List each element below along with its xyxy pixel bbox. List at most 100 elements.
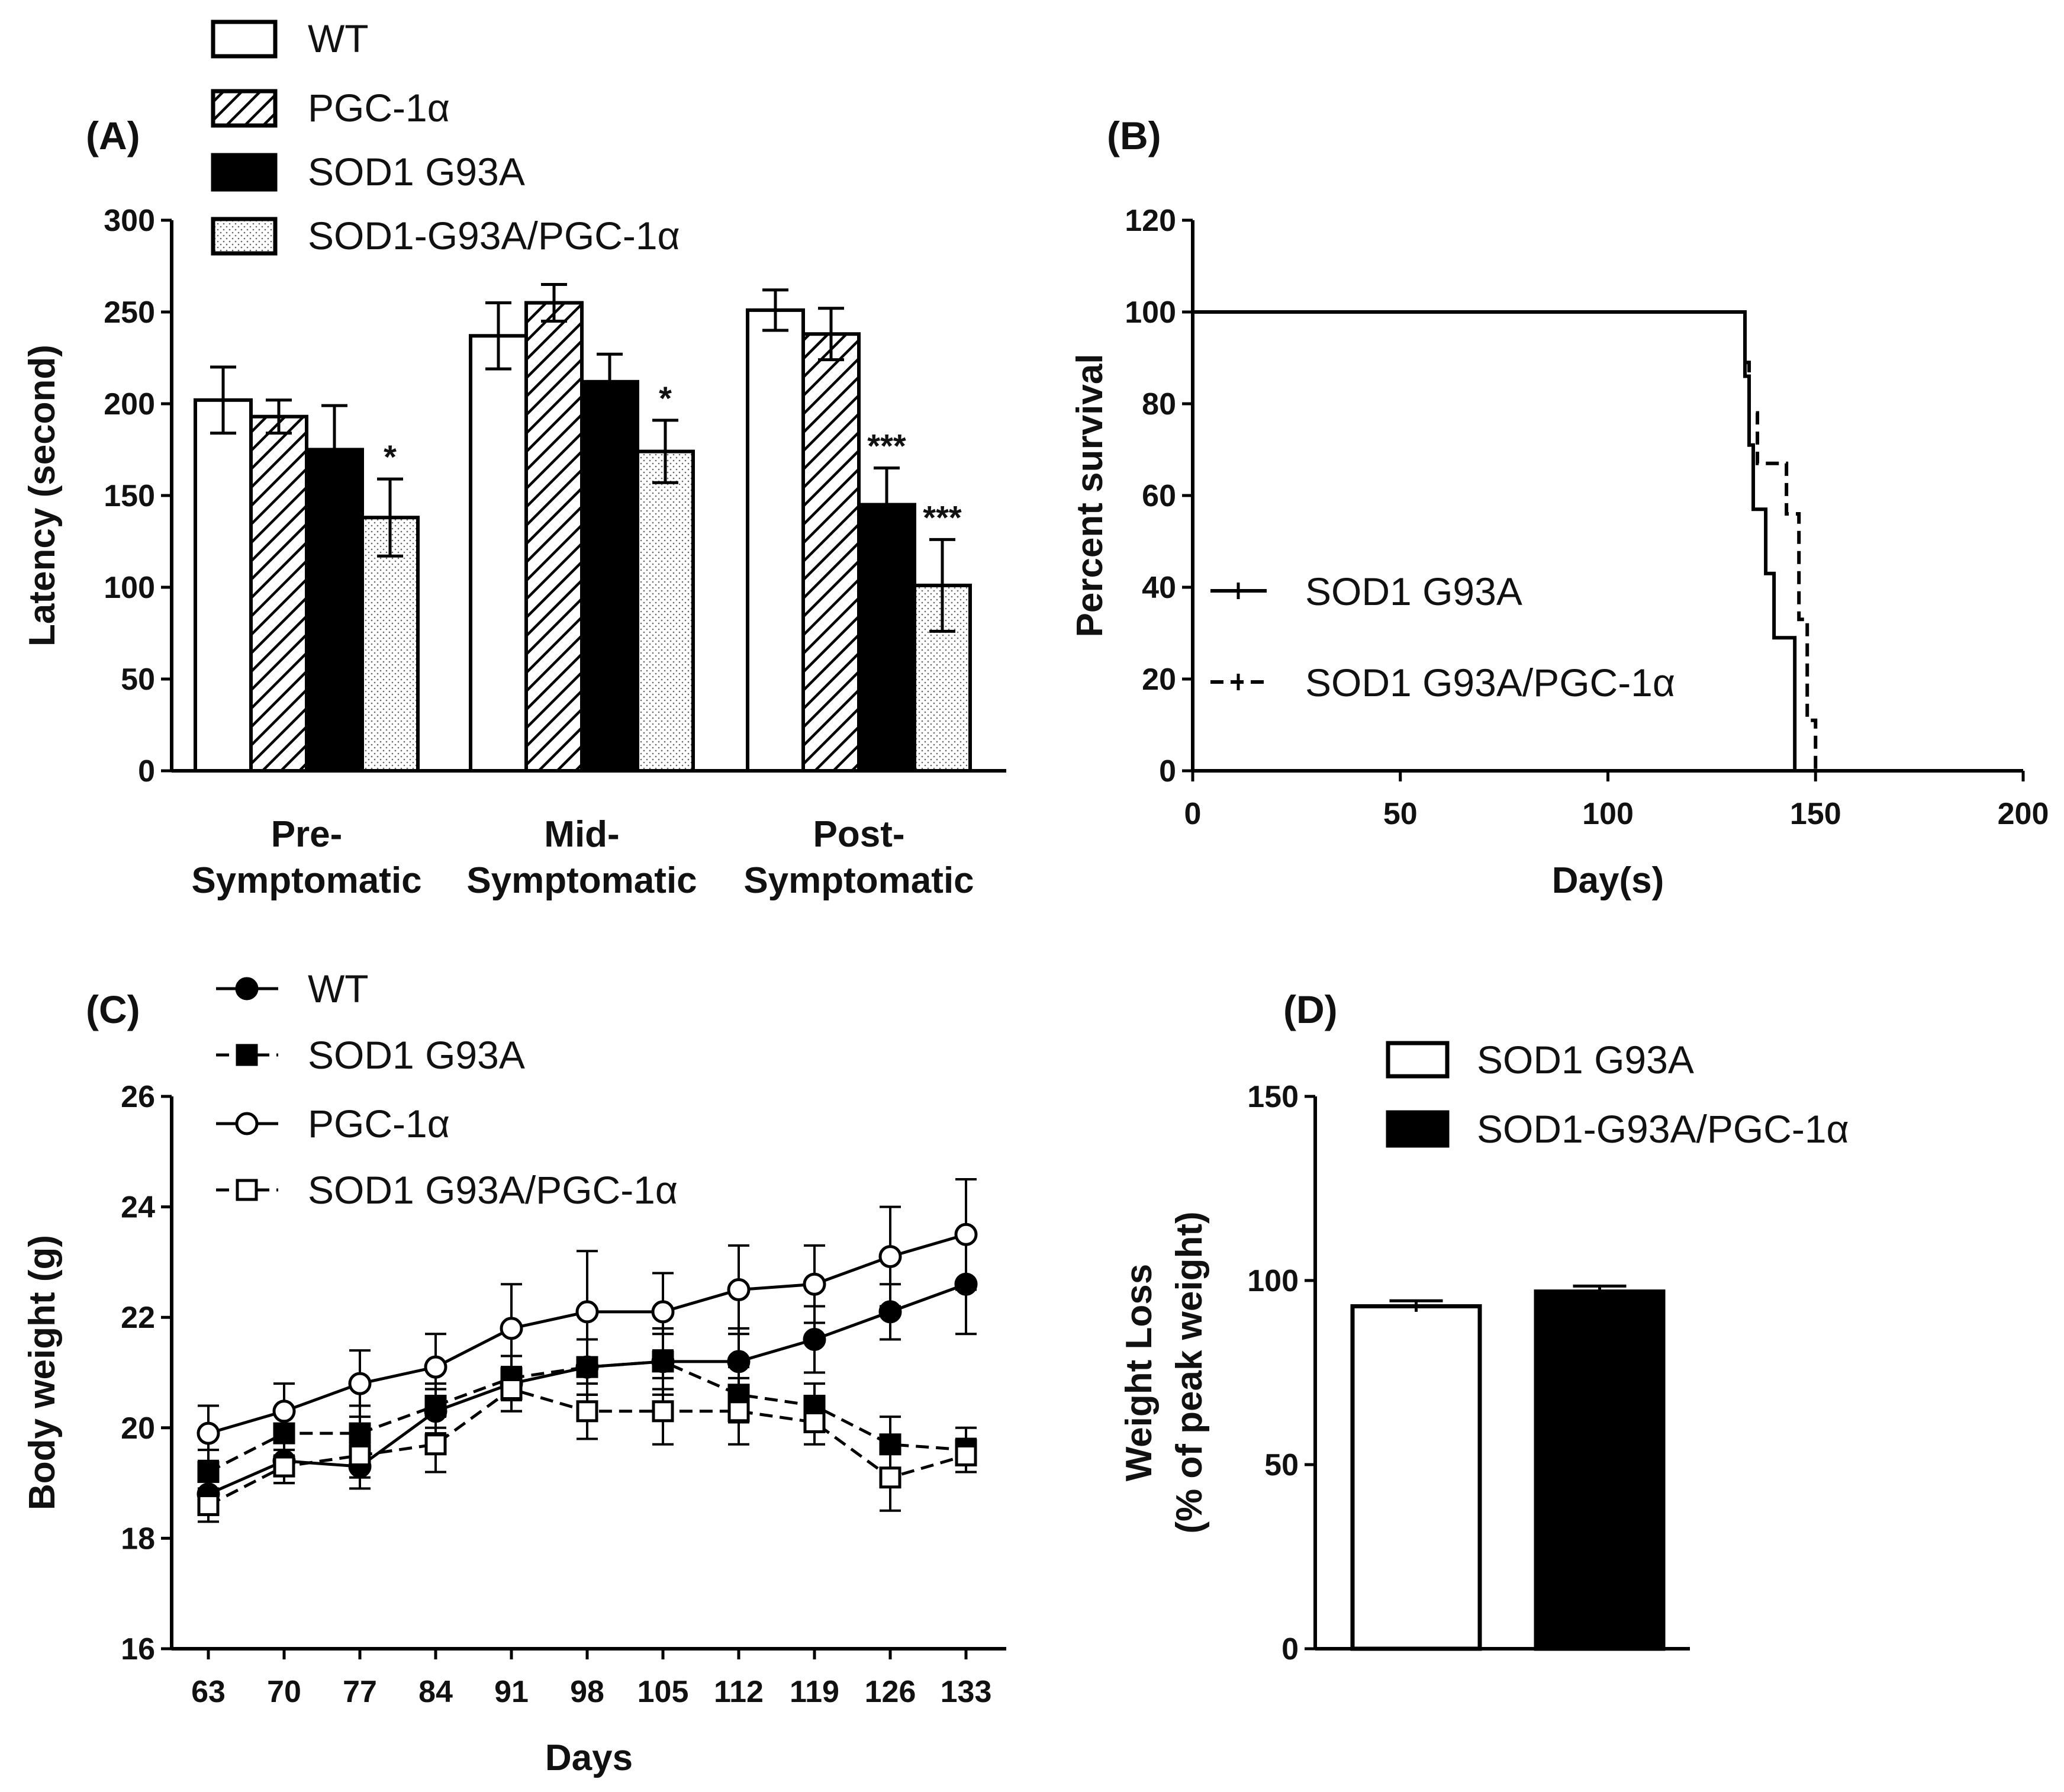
panel-a-significance-mark: *** [867, 427, 906, 465]
panel-c-y-tick-label: 24 [121, 1191, 155, 1225]
panel-c-data-point [424, 1355, 447, 1379]
panel-c-data-point [349, 1444, 371, 1466]
panel-c-legend-label: SOD1 G93A [308, 1033, 525, 1077]
panel-c-data-point [803, 1272, 826, 1296]
panel-a-category-label: Symptomatic [191, 860, 421, 901]
panel-a-bar [469, 334, 528, 773]
panel-c-data-point [576, 1400, 598, 1423]
panel-a-bar [524, 301, 584, 773]
panel-a-y-axis-title: Latency (second) [22, 345, 63, 646]
panel-a-legend-swatch [211, 20, 278, 59]
panel-b-legend-label: SOD1 G93A/PGC-1α [1305, 661, 1675, 704]
panel-c-legend-marker [236, 1179, 258, 1201]
panel-c-data-point [500, 1317, 523, 1340]
panel-c-y-tick-label: 22 [121, 1301, 155, 1335]
panel-c-x-tick-label: 91 [494, 1675, 529, 1709]
panel-c-data-point [727, 1278, 751, 1302]
panel-c-y-tick-label: 26 [121, 1080, 155, 1114]
panel-d-bar [1350, 1304, 1482, 1651]
panel-c-x-tick-label: 77 [343, 1675, 377, 1709]
panel-c-legend-marker [235, 1112, 259, 1135]
panel-a-bar [305, 448, 364, 773]
panel-b-y-tick-label: 0 [1159, 754, 1176, 789]
panel-a-category-label: Post- [813, 814, 905, 855]
panel-c-data-point [652, 1350, 674, 1373]
panel-a-y-tick-label: 300 [104, 204, 155, 238]
panel-c-data-point [575, 1300, 599, 1324]
panel-d-legend-label: SOD1 G93A [1477, 1038, 1694, 1082]
panel-a-legend-label: PGC-1α [308, 86, 450, 130]
panel-b-x-tick-label: 0 [1184, 797, 1202, 831]
panel-b-y-tick-label: 100 [1125, 295, 1176, 330]
panel-a-legend-label: SOD1 G93A [308, 150, 525, 194]
panel-a-bar-chart: (A) 0 50 100 150 200 250 300 Latency (second) Pre… [22, 17, 1006, 901]
panel-c-body-weight-chart: (C) 16 18 20 22 24 26 63 70 77 84 91 98 105 112 119 126 1… [22, 967, 1006, 1778]
panel-c-x-tick-label: 63 [191, 1675, 226, 1709]
panel-a-significance-mark: * [659, 379, 672, 417]
panel-c-data-point [651, 1300, 675, 1324]
panel-d-bar [1534, 1289, 1666, 1651]
panel-a-category-label: Symptomatic [466, 860, 697, 901]
panel-c-x-tick-label: 133 [941, 1675, 992, 1709]
panel-a-bar [580, 379, 639, 773]
panel-d-label: (D) [1283, 987, 1338, 1031]
panel-a-category-label: Mid- [544, 814, 619, 855]
panel-a-label: (A) [86, 114, 140, 157]
panel-c-data-point [878, 1245, 902, 1269]
panel-a-y-tick-label: 50 [121, 662, 155, 697]
panel-a-legend-label: WT [308, 17, 369, 60]
panel-a-category-label: Symptomatic [743, 860, 974, 901]
panel-a-legend-swatch [211, 89, 278, 128]
panel-c-x-axis-title: Days [545, 1738, 633, 1778]
panel-c-legend-label: PGC-1α [308, 1102, 450, 1146]
panel-a-y-tick-label: 100 [104, 571, 155, 605]
panel-c-x-tick-label: 126 [865, 1675, 916, 1709]
panel-c-y-tick-label: 20 [121, 1411, 155, 1446]
panel-d-y-tick-label: 50 [1264, 1448, 1299, 1482]
panel-a-category-label: Pre- [271, 814, 343, 855]
panel-c-x-tick-label: 105 [637, 1675, 689, 1709]
panel-a-y-tick-label: 0 [138, 754, 155, 789]
panel-a-significance-mark: * [384, 438, 397, 475]
panel-c-x-tick-label: 98 [570, 1675, 604, 1709]
panel-c-data-point [803, 1411, 826, 1433]
panel-a-bar [636, 449, 695, 773]
panel-b-x-tick-label: 200 [1998, 797, 2049, 831]
panel-c-data-point [197, 1460, 220, 1483]
panel-c-data-point [197, 1421, 220, 1445]
panel-b-y-tick-label: 20 [1142, 662, 1176, 697]
panel-c-x-tick-label: 112 [714, 1675, 764, 1709]
panel-d-y-tick-label: 0 [1281, 1632, 1299, 1666]
panel-c-data-point [727, 1400, 750, 1423]
panel-b-y-tick-label: 120 [1125, 204, 1176, 238]
panel-d-legend-swatch [1386, 1041, 1450, 1079]
panel-c-label: (C) [86, 987, 140, 1031]
panel-a-bar [857, 503, 916, 773]
panel-b-survival-chart: (B) 0 20 40 60 80 100 120 0 50 100 150 200 Day(s) Perc… [1070, 114, 2049, 901]
panel-c-data-point [197, 1494, 220, 1516]
panel-d-y-tick-label: 100 [1247, 1264, 1299, 1298]
panel-c-legend-marker [235, 977, 259, 1000]
panel-d-legend-swatch [1386, 1110, 1450, 1148]
panel-c-data-point [348, 1372, 372, 1395]
panel-c-data-point [879, 1466, 901, 1489]
panel-b-x-tick-label: 100 [1582, 797, 1634, 831]
panel-a-significance-mark: *** [923, 498, 962, 536]
panel-b-y-tick-label: 60 [1142, 479, 1176, 513]
panel-c-y-tick-label: 16 [121, 1632, 155, 1666]
panel-c-legend-label: WT [308, 967, 369, 1011]
panel-a-y-tick-label: 200 [104, 387, 155, 422]
panel-c-data-point [652, 1400, 674, 1423]
panel-b-y-tick-label: 40 [1142, 571, 1176, 605]
panel-c-legend-marker [236, 1044, 258, 1066]
panel-a-legend-label: SOD1-G93A/PGC-1α [308, 214, 680, 258]
panel-c-y-axis-title: Body weight (g) [22, 1235, 63, 1510]
panel-d-y-axis-title: (% of peak weight) [1169, 1211, 1210, 1533]
panel-c-data-point [955, 1444, 977, 1466]
panel-b-x-tick-label: 50 [1383, 797, 1418, 831]
panel-d-legend-label: SOD1-G93A/PGC-1α [1477, 1107, 1849, 1151]
panel-a-legend-swatch [211, 153, 278, 192]
panel-c-data-point [272, 1400, 296, 1423]
panel-b-y-axis-title: Percent survival [1070, 353, 1110, 637]
panel-d-weight-loss-chart: (D) 0 50 100 150 Weight Loss (% of peak weight… [1119, 987, 1849, 1666]
